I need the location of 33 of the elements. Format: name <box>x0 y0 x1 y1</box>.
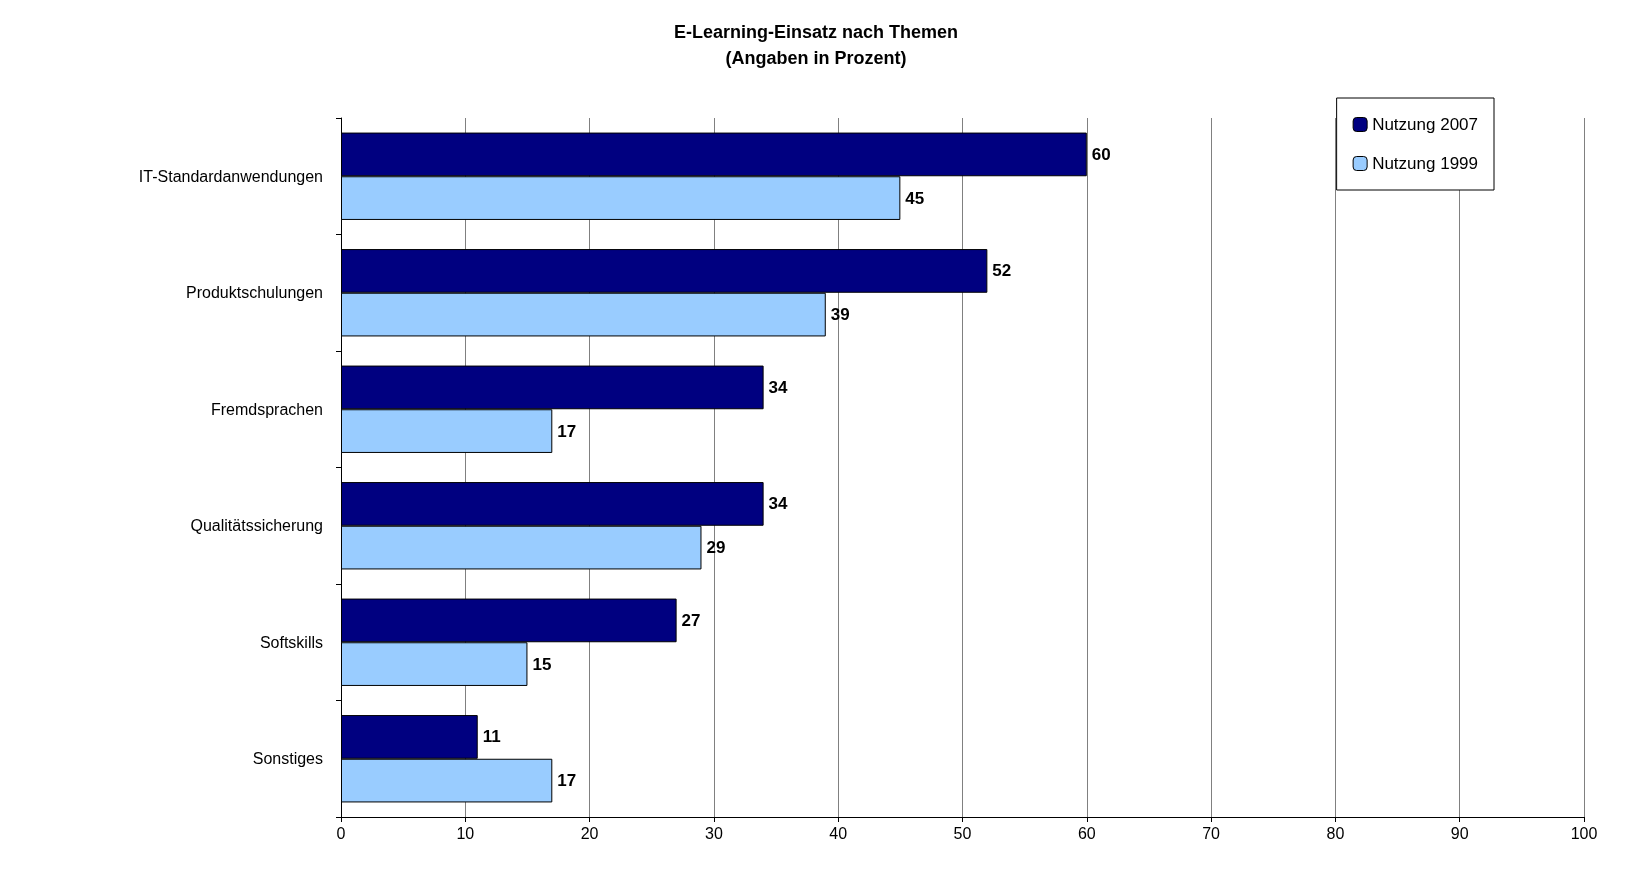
data-label: 17 <box>557 771 577 791</box>
x-tick-label: 40 <box>829 824 848 842</box>
data-label: 34 <box>768 377 789 397</box>
data-label: 11 <box>482 727 501 747</box>
legend-label: Nutzung 1999 <box>1372 154 1479 173</box>
data-label: 27 <box>681 610 701 630</box>
x-tick-label: 30 <box>705 824 723 842</box>
data-label: 52 <box>992 261 1012 281</box>
data-label: 15 <box>532 654 552 674</box>
y-tick-label: Fremdsprachen <box>210 400 323 418</box>
y-tick-label: IT-Standardanwendungen <box>138 167 323 185</box>
y-tick-label: Softskills <box>259 633 323 651</box>
y-tick-label: Qualitätssicherung <box>190 517 323 535</box>
x-tick-label: 60 <box>1077 824 1096 842</box>
y-tick-label: Sonstiges <box>252 750 323 768</box>
x-tick-label: 70 <box>1202 824 1221 842</box>
chart-title: E-Learning-Einsatz nach Themen <box>673 22 959 42</box>
x-tick-label: 90 <box>1450 824 1469 842</box>
x-tick-label: 100 <box>1570 824 1598 842</box>
x-tick-label: 50 <box>953 824 972 842</box>
data-label: 34 <box>768 494 789 514</box>
x-tick-label: 0 <box>336 824 346 842</box>
y-tick-label: Produktschulungen <box>186 284 323 302</box>
x-tick-label: 10 <box>456 824 475 842</box>
chart-subtitle: (Angaben in Prozent) <box>725 48 907 68</box>
data-label: 39 <box>830 305 850 325</box>
legend-label: Nutzung 2007 <box>1372 115 1479 134</box>
data-label: 60 <box>1091 144 1111 164</box>
data-label: 45 <box>905 188 925 208</box>
x-tick-label: 20 <box>580 824 599 842</box>
x-tick-label: 80 <box>1326 824 1345 842</box>
data-label: 29 <box>706 538 726 558</box>
data-label: 17 <box>557 421 577 441</box>
